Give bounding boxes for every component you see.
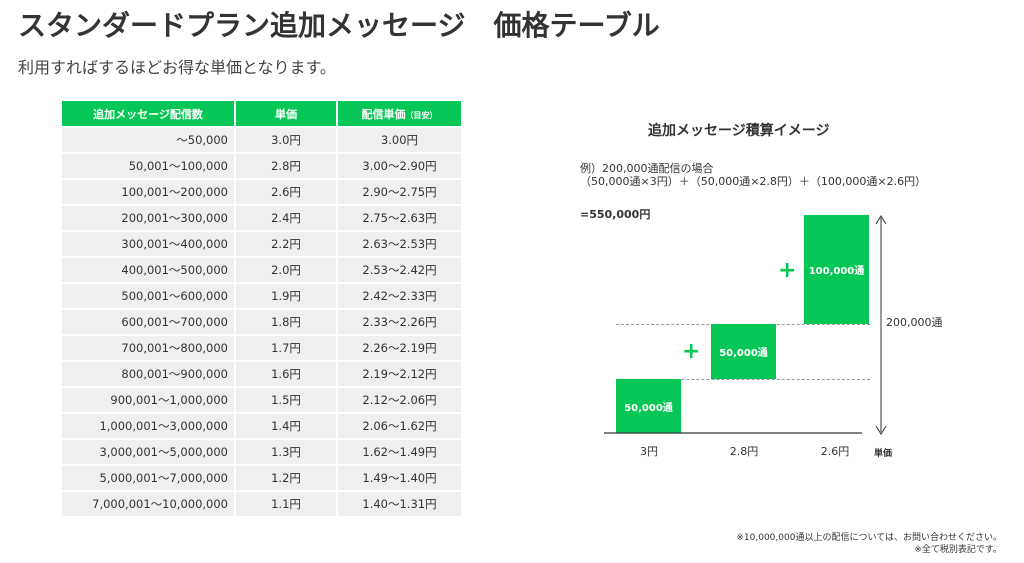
table-cell: 2.75～2.63円 [337,204,463,231]
table-cell: 7,000,001～10,000,000 [62,490,236,516]
table-cell: 2.53～2.42円 [337,256,463,283]
table-cell: 900,001～1,000,000 [62,386,236,413]
column-header: 単価 [235,101,338,127]
table-row: 7,000,001～10,000,000 1.1円 1.40～1.31円 [62,490,463,516]
example-line: 例）200,000通配信の場合 [580,162,714,175]
table-cell: 2.12～2.06円 [337,386,463,413]
price-table: 追加メッセージ配信数 単価 配信単価（目安） ～50,000 3.0円 3.00円 5… [62,101,463,516]
table-row: 800,001～900,000 1.6円 2.19～2.12円 [62,360,463,387]
table-cell: ～50,000 [62,126,236,153]
column-header-text: 配信単価 [361,107,406,121]
table-row: ～50,000 3.0円 3.00円 [62,126,463,153]
column-note: （目安） [405,110,438,120]
table-cell: 700,001～800,000 [62,334,236,361]
column-header: 配信単価（目安） [337,101,463,127]
table-row: 900,001～1,000,000 1.5円 2.12～2.06円 [62,386,463,413]
table-cell: 3.00円 [337,126,463,153]
diagram-title: 追加メッセージ積算イメージ [648,123,830,139]
axes [604,215,887,435]
table-row: 1,000,001～3,000,000 1.4円 2.06～1.62円 [62,412,463,439]
table-cell: 1.49～1.40円 [337,464,463,491]
table-cell: 2.26～2.19円 [337,334,463,361]
table-cell: 1.40～1.31円 [337,490,463,516]
table-cell: 1.6円 [235,360,338,387]
table-cell: 1.9円 [235,282,338,309]
column-header: 追加メッセージ配信数 [62,101,236,127]
arrow-head [875,425,887,435]
formula: （50,000通×3円）＋（50,000通×2.8円）＋（100,000通×2.… [580,175,927,188]
table-cell: 200,001～300,000 [62,204,236,231]
height-label: 200,000通 [886,316,943,329]
table-cell: 1.8円 [235,308,338,335]
table-row: 100,001～200,000 2.6円 2.90～2.75円 [62,178,463,205]
table-cell: 1,000,001～3,000,000 [62,412,236,439]
table-cell: 2.90～2.75円 [337,178,463,205]
table-body: ～50,000 3.0円 3.00円 50,001～100,000 2.8円 3.00～2… [62,126,463,516]
table-cell: 500,001～600,000 [62,282,236,309]
table-row: 500,001～600,000 1.9円 2.42～2.33円 [62,282,463,309]
table-row: 200,001～300,000 2.4円 2.75～2.63円 [62,204,463,231]
table-row: 5,000,001～7,000,000 1.2円 1.49～1.40円 [62,464,463,491]
table-cell: 2.19～2.12円 [337,360,463,387]
table-cell: 1.1円 [235,490,338,516]
table-cell: 2.8円 [235,152,338,179]
table-cell: 2.33～2.26円 [337,308,463,335]
block: 100,000通 [804,215,869,324]
table-row: 700,001～800,000 1.7円 2.26～2.19円 [62,334,463,361]
guide-line [616,379,870,380]
table-cell: 50,001～100,000 [62,152,236,179]
table-cell: 300,001～400,000 [62,230,236,257]
table-cell: 2.2円 [235,230,338,257]
table-cell: 1.7円 [235,334,338,361]
table-cell: 3.0円 [235,126,338,153]
table-cell: 2.6円 [235,178,338,205]
table-cell: 1.62～1.49円 [337,438,463,465]
footnote: ※10,000,000通以上の配信については、お問い合わせください。 [736,533,1002,543]
table-cell: 800,001～900,000 [62,360,236,387]
plus-sign: + [778,258,797,283]
page-subtitle: 利用すればするほどお得な単価となります。 [18,58,336,77]
table-row: 300,001～400,000 2.2円 2.63～2.53円 [62,230,463,257]
table-cell: 3,000,001～5,000,000 [62,438,236,465]
table-cell: 100,001～200,000 [62,178,236,205]
x-label: 2.8円 [729,445,759,458]
table-row: 50,001～100,000 2.8円 3.00～2.90円 [62,152,463,179]
table-cell: 1.3円 [235,438,338,465]
x-label: 2.6円 [820,445,850,458]
table-cell: 600,001～700,000 [62,308,236,335]
arrow-head [875,215,887,225]
table-cell: 3.00～2.90円 [337,152,463,179]
table-cell: 5,000,001～7,000,000 [62,464,236,491]
plus-sign: + [682,339,701,364]
table-row: 3,000,001～5,000,000 1.3円 1.62～1.49円 [62,438,463,465]
page-title: スタンダードプラン追加メッセージ 価格テーブル [18,9,660,42]
table-cell: 2.42～2.33円 [337,282,463,309]
x-axis-label: 単価 [874,449,893,459]
table-cell: 1.5円 [235,386,338,413]
x-label: 3円 [640,445,658,458]
table-row: 400,001～500,000 2.0円 2.53～2.42円 [62,256,463,283]
table-cell: 2.4円 [235,204,338,231]
total: =550,000円 [580,208,651,221]
header-row: 追加メッセージ配信数 単価 配信単価（目安） [62,101,463,127]
table-cell: 2.63～2.53円 [337,230,463,257]
table-cell: 1.4円 [235,412,338,439]
example: 例）200,000通配信の場合 （50,000通×3円）＋（50,000通×2.8… [580,162,940,188]
table-cell: 1.2円 [235,464,338,491]
table-cell: 2.06～1.62円 [337,412,463,439]
table-cell: 2.0円 [235,256,338,283]
table-row: 600,001～700,000 1.8円 2.33～2.26円 [62,308,463,335]
footnote: ※全て税別表記です。 [914,545,1002,555]
table-cell: 400,001～500,000 [62,256,236,283]
block: 50,000通 [711,324,776,379]
block: 50,000通 [616,379,681,433]
